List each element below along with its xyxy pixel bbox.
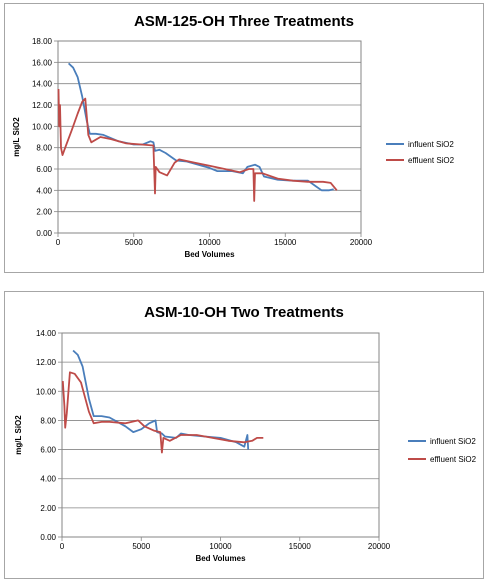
- y-tick-label: 4.00: [36, 186, 52, 195]
- chart-panel-bottom: ASM-10-OH Two Treatments 0.00 2.00 4.00 6.00…: [4, 291, 484, 579]
- series-line-influent: [72, 349, 250, 450]
- y-axis-title: mg/L SiO2: [14, 415, 23, 455]
- y-tick-label: 2.00: [36, 208, 52, 217]
- x-tick-label: 10000: [209, 542, 232, 551]
- chart-svg-bottom: ASM-10-OH Two Treatments 0.00 2.00 4.00 6.00…: [14, 304, 477, 563]
- series-line-effluent: [57, 88, 338, 202]
- x-axis-title: Bed Volumes: [195, 554, 246, 563]
- legend-entry-label: influent SiO2: [408, 140, 454, 149]
- y-tick-label: 0.00: [40, 533, 56, 542]
- x-tick-label: 20000: [368, 542, 391, 551]
- y-tick-label: 18.00: [32, 37, 53, 46]
- y-tick-label: 10.00: [32, 122, 53, 131]
- plot-area: [61, 332, 380, 538]
- x-tick-label: 15000: [274, 238, 297, 247]
- y-tick-label: 8.00: [40, 416, 56, 425]
- x-axis-title: Bed Volumes: [184, 250, 235, 259]
- y-tick-label: 6.00: [40, 446, 56, 455]
- x-tick-label: 0: [56, 238, 61, 247]
- legend-entry-label: effluent SiO2: [430, 455, 477, 464]
- y-axis-title: mg/L SiO2: [12, 117, 21, 157]
- legend-entry-label: effluent SiO2: [408, 156, 455, 165]
- y-tick-label: 0.00: [36, 229, 52, 238]
- chart-title: ASM-125-OH Three Treatments: [134, 13, 354, 30]
- chart-svg-top: ASM-125-OH Three Treatments 0.00 2.00 4.00 6…: [12, 13, 455, 259]
- y-tick-label: 16.00: [32, 58, 53, 67]
- y-tick-label: 14.00: [36, 329, 57, 338]
- x-tick-label: 0: [60, 542, 65, 551]
- chart-title: ASM-10-OH Two Treatments: [144, 304, 344, 321]
- series-line-influent: [67, 62, 334, 192]
- x-tick-label: 15000: [289, 542, 312, 551]
- x-tick-label: 20000: [350, 238, 373, 247]
- y-tick-label: 8.00: [36, 144, 52, 153]
- chart-panel-top: ASM-125-OH Three Treatments 0.00 2.00 4.00 6…: [4, 3, 484, 273]
- x-tick-label: 5000: [132, 542, 150, 551]
- x-tick-label: 10000: [198, 238, 221, 247]
- y-tick-label: 10.00: [36, 387, 57, 396]
- series-line-effluent: [61, 371, 264, 454]
- y-tick-label: 2.00: [40, 504, 56, 513]
- x-tick-label: 5000: [125, 238, 143, 247]
- y-tick-label: 6.00: [36, 165, 52, 174]
- y-tick-label: 12.00: [36, 358, 57, 367]
- y-tick-label: 12.00: [32, 101, 53, 110]
- y-tick-label: 4.00: [40, 475, 56, 484]
- y-tick-label: 14.00: [32, 80, 53, 89]
- legend-entry-label: influent SiO2: [430, 437, 476, 446]
